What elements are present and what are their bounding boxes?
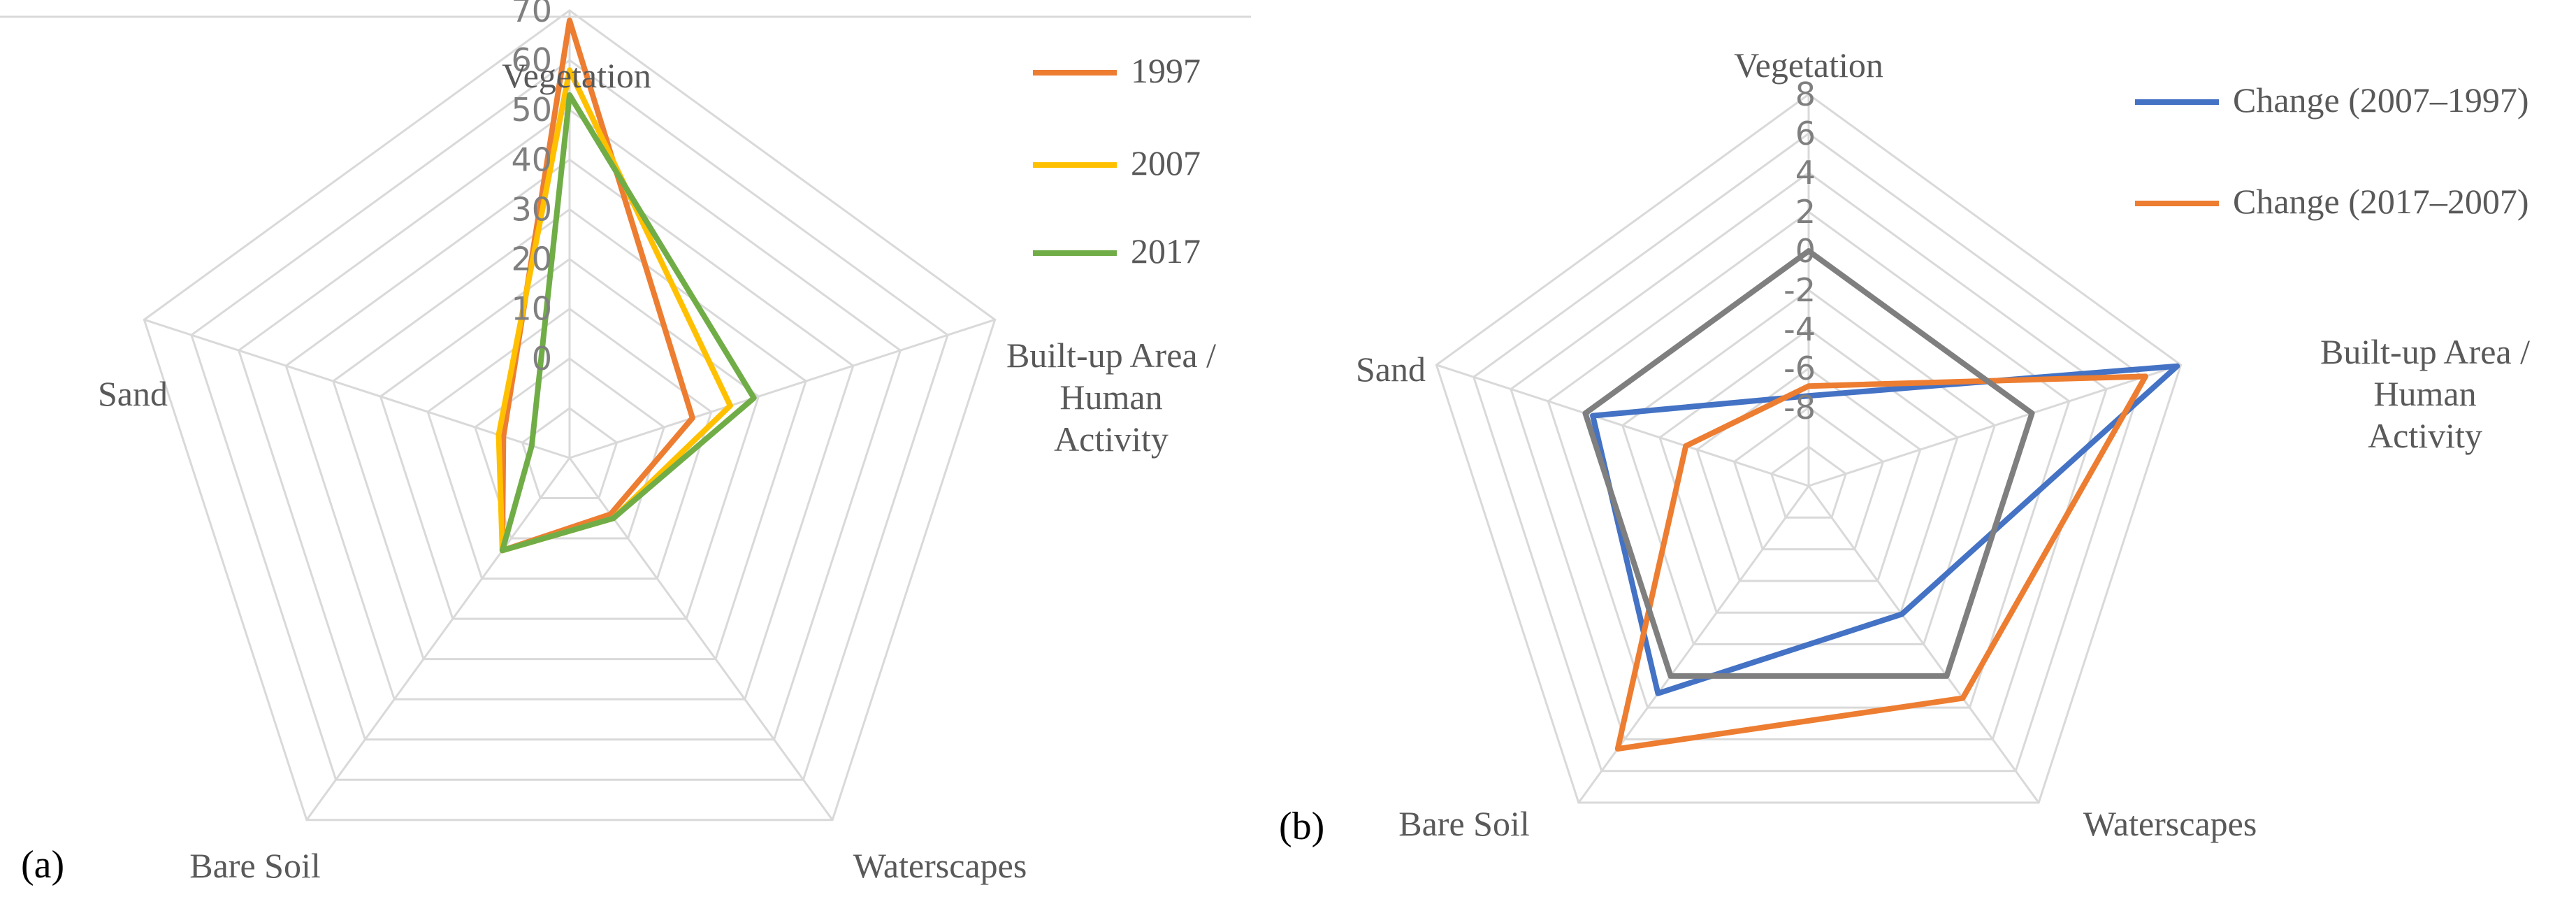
tick-label: 2 bbox=[1795, 193, 1816, 231]
axis-spoke bbox=[1807, 485, 2040, 803]
series-line-Change-2017-2007- bbox=[1614, 373, 2148, 752]
axis-spoke bbox=[569, 318, 996, 459]
radar-chart-a bbox=[143, 9, 1117, 822]
tick-label: 8 bbox=[1795, 76, 1816, 113]
tick-label: -8 bbox=[1783, 389, 1816, 426]
axis-label: Human bbox=[2373, 374, 2476, 413]
axis-label: Waterscapes bbox=[2083, 804, 2257, 843]
axis-label: Activity bbox=[2368, 416, 2482, 455]
tick-label: 0 bbox=[532, 340, 552, 378]
tick-label: -6 bbox=[1783, 350, 1816, 387]
tick-label: 4 bbox=[1795, 154, 1816, 192]
tick-label: -4 bbox=[1783, 310, 1816, 348]
gridline-ring bbox=[1770, 445, 1848, 519]
axis-label: Sand bbox=[1356, 350, 1426, 389]
tick-label: 50 bbox=[511, 91, 552, 129]
series-line-2017 bbox=[499, 92, 757, 554]
gridline-ring bbox=[237, 108, 902, 741]
gridline-ring bbox=[1435, 93, 2183, 804]
tick-label: 70 bbox=[511, 0, 552, 29]
axis-spoke bbox=[305, 457, 571, 821]
radar-chart-b bbox=[1435, 93, 2219, 804]
axis-label: Built-up Area / bbox=[1006, 336, 1216, 375]
gridline-ring bbox=[379, 257, 760, 620]
panel-label: (a) bbox=[21, 843, 64, 887]
axis-label: Activity bbox=[1054, 419, 1168, 459]
tick-label: 10 bbox=[511, 290, 552, 328]
panel-label: (b) bbox=[1279, 805, 1324, 848]
gridline-ring bbox=[1510, 171, 2108, 740]
axis-label: Human bbox=[1059, 378, 1162, 417]
gridline-ring bbox=[473, 357, 666, 540]
axis-spoke bbox=[1435, 364, 1809, 487]
axis-label: Sand bbox=[98, 374, 168, 413]
gridline-ring bbox=[143, 9, 997, 822]
legend-label: Change (2017–2007) bbox=[2233, 182, 2529, 221]
axis-label: Built-up Area / bbox=[2320, 332, 2530, 371]
tick-label: 0 bbox=[1795, 232, 1816, 270]
legend-label: 2017 bbox=[1131, 231, 1201, 271]
tick-label: 30 bbox=[511, 190, 552, 228]
tick-label: 40 bbox=[511, 141, 552, 178]
gridline-ring bbox=[1658, 328, 1959, 614]
gridline-ring bbox=[1472, 132, 2146, 773]
tick-label: 60 bbox=[511, 41, 552, 79]
axis-label: Waterscapes bbox=[853, 846, 1027, 885]
axis-label: Bare Soil bbox=[189, 846, 320, 885]
tick-label: 20 bbox=[511, 241, 552, 278]
gridline-ring bbox=[332, 208, 807, 661]
gridline-ring bbox=[1732, 406, 1885, 551]
axis-label: Vegetation bbox=[502, 56, 651, 95]
gridline-ring bbox=[1695, 367, 1922, 582]
axis-label: Bare Soil bbox=[1398, 804, 1529, 843]
tick-label: 6 bbox=[1795, 115, 1816, 152]
series-line-baseline bbox=[1582, 248, 2035, 679]
axis-label: Vegetation bbox=[1734, 45, 1883, 85]
legend-label: 1997 bbox=[1131, 51, 1201, 90]
gridline-ring bbox=[284, 158, 855, 701]
axis-spoke bbox=[1808, 364, 2182, 487]
gridline-ring bbox=[1547, 210, 2071, 709]
legend-label: 2007 bbox=[1131, 143, 1201, 182]
legend-label: Change (2007–1997) bbox=[2233, 80, 2529, 120]
series-line-Change-2007-1997- bbox=[1590, 363, 2180, 696]
tick-label: -2 bbox=[1783, 271, 1816, 309]
gridline-ring bbox=[190, 59, 949, 781]
